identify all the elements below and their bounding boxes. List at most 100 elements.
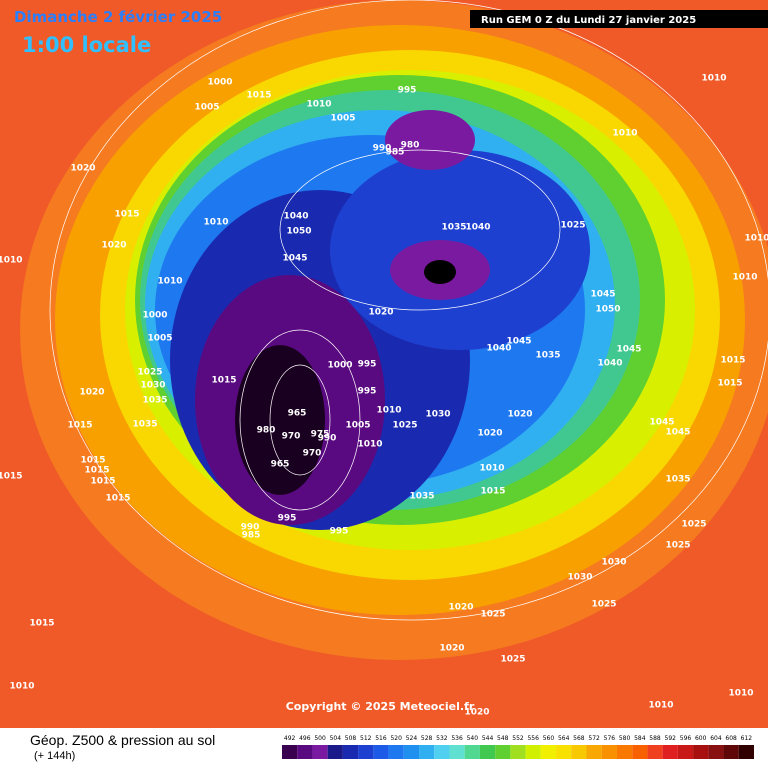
isobar-label: 1015: [114, 210, 139, 220]
isobar-label: 1010: [744, 234, 768, 244]
legend-swatch: [616, 745, 633, 759]
legend-label: 600: [695, 735, 707, 742]
isobar-label: 1015: [29, 619, 54, 629]
legend-label: 592: [665, 735, 677, 742]
isobar-label: 1015: [105, 494, 130, 504]
legend-swatch: [571, 745, 587, 759]
legend-swatch: [464, 745, 480, 759]
isobar-label: 990: [318, 434, 337, 444]
legend-swatch: [586, 745, 602, 759]
isobar-label: 980: [257, 426, 276, 436]
legend-label: 504: [330, 735, 342, 742]
legend-label: 556: [527, 735, 539, 742]
legend-label: 500: [314, 735, 326, 742]
legend-label: 560: [543, 735, 555, 742]
legend-swatch: [358, 745, 374, 759]
legend-label: 512: [360, 735, 372, 742]
legend-swatch: [297, 745, 313, 759]
isobar-label: 1045: [665, 428, 690, 438]
legend-swatch: [662, 745, 678, 759]
isobar-label: 1025: [591, 600, 616, 610]
isobar-label: 995: [278, 514, 297, 524]
legend-label: 492: [284, 735, 296, 742]
isobar-label: 1040: [597, 359, 622, 369]
isobar-label: 1050: [595, 305, 620, 315]
legend-swatch: [632, 745, 648, 759]
isobar-label: 1010: [728, 689, 753, 699]
isobar-label: 985: [242, 531, 261, 541]
legend-label: 552: [512, 735, 524, 742]
legend-label: 548: [497, 735, 509, 742]
legend-swatch: [677, 745, 694, 759]
legend-swatch: [723, 745, 739, 759]
isobar-label: 1005: [194, 103, 219, 113]
footer: Géop. Z500 & pression au sol (+ 144h) 49…: [0, 728, 768, 768]
legend-swatch: [495, 745, 511, 759]
legend-swatch: [419, 745, 435, 759]
legend-label: 544: [482, 735, 494, 742]
isobar-label: 1045: [282, 254, 307, 264]
isobar-label: 1000: [327, 361, 352, 371]
isobar-label: 1035: [665, 475, 690, 485]
legend-swatch: [312, 745, 328, 759]
isobar-label: 1010: [357, 440, 382, 450]
legend-swatch: [403, 745, 420, 759]
legend-swatch: [373, 745, 389, 759]
legend-label: 520: [390, 735, 402, 742]
legend-swatch: [693, 745, 709, 759]
isobar-label: 1015: [90, 477, 115, 487]
isobar-label: 1020: [477, 429, 502, 439]
isobar-label: 1000: [207, 78, 232, 88]
isobar-label: 1030: [567, 573, 592, 583]
isobar-label: 1025: [137, 368, 162, 378]
isobar-label: 1015: [717, 379, 742, 389]
isobar-label: 1035: [441, 223, 466, 233]
isobar-label: 1015: [480, 487, 505, 497]
isobar-label: 1010: [0, 256, 23, 266]
legend-swatch: [556, 745, 572, 759]
color-legend: 492 496 500 504 508 512 516 520 524 528 532 536 540 5…: [282, 735, 754, 759]
legend-swatch: [449, 745, 465, 759]
isobar-label: 1025: [681, 520, 706, 530]
legend-label: 536: [451, 735, 463, 742]
legend-label: 576: [604, 735, 616, 742]
isobar-label: 1020: [70, 164, 95, 174]
legend-swatch: [540, 745, 557, 759]
legend-label: 496: [299, 735, 311, 742]
run-info: Run GEM 0 Z du Lundi 27 janvier 2025: [481, 15, 696, 26]
isobar-label: 1015: [67, 421, 92, 431]
isobar-label: 1025: [665, 541, 690, 551]
isobar-label: 1010: [9, 682, 34, 692]
legend-label: 524: [406, 735, 418, 742]
isobar-label: 1005: [330, 114, 355, 124]
isobar-label: 1020: [368, 308, 393, 318]
isobar-label: 1005: [345, 421, 370, 431]
isobar-label: 1025: [392, 421, 417, 431]
isobar-label: 985: [386, 148, 405, 158]
legend-label: 608: [725, 735, 737, 742]
isobar-label: 1015: [720, 356, 745, 366]
legend-label: 516: [375, 735, 387, 742]
date: Dimanche 2 février 2025: [14, 8, 222, 26]
legend-label: 508: [345, 735, 357, 742]
legend-label: 596: [680, 735, 692, 742]
isobar-label: 1030: [140, 381, 165, 391]
isobar-label: 1010: [648, 701, 673, 711]
isobar-label: 995: [358, 387, 377, 397]
isobar-label: 1010: [376, 406, 401, 416]
isobar-label: 1010: [701, 74, 726, 84]
isobar-label: 1050: [286, 227, 311, 237]
isobar-label: 1010: [157, 277, 182, 287]
isobar-label: 970: [282, 432, 301, 442]
isobar-label: 990: [241, 523, 260, 533]
isobar-label: 1045: [590, 290, 615, 300]
legend-swatch: [525, 745, 541, 759]
isobar-label: 965: [271, 460, 290, 470]
isobar-label: 1040: [486, 344, 511, 354]
legend-label: 532: [436, 735, 448, 742]
isobar-label: 1020: [439, 644, 464, 654]
isobar-label: 975: [311, 430, 330, 440]
isobar-label: 995: [358, 360, 377, 370]
weather-map: Dimanche 2 février 2025 1:00 locale Run …: [0, 0, 768, 728]
legend-swatch: [601, 745, 617, 759]
